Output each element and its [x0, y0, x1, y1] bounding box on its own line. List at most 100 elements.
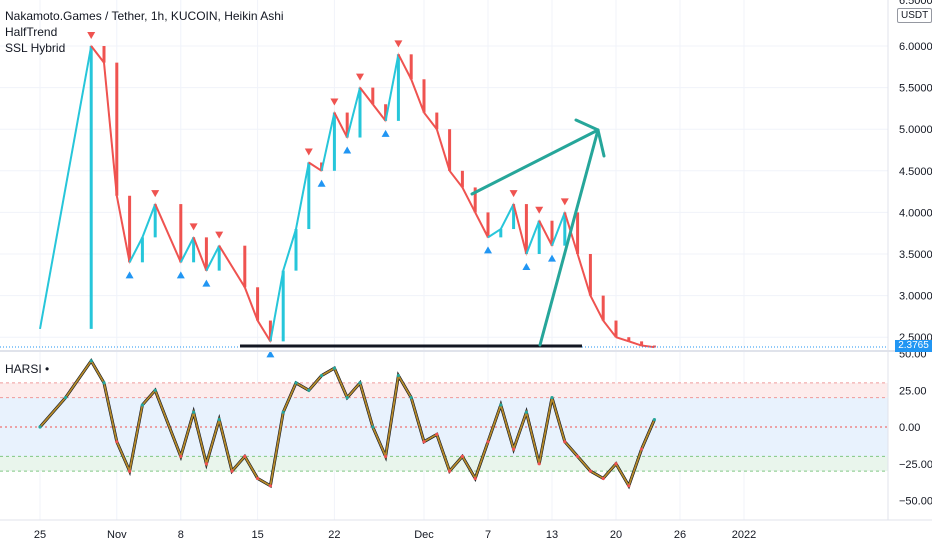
price-segment: [641, 344, 655, 349]
price-candle: [281, 270, 285, 342]
time-tick-label: 13: [546, 529, 558, 541]
buy-marker: [125, 271, 134, 279]
price-segment: [179, 236, 195, 263]
price-segment: [397, 53, 413, 80]
price-candle: [179, 204, 183, 263]
harsi-point: [268, 484, 272, 488]
price-segment: [154, 203, 182, 263]
time-tick-label: 20: [610, 529, 622, 541]
time-tick-label: 8: [178, 529, 184, 541]
harsi-point: [448, 469, 452, 473]
price-candle: [396, 54, 400, 121]
sell-marker: [560, 198, 569, 206]
harsi-point: [64, 396, 68, 400]
sell-marker: [304, 148, 313, 156]
price-line-shadow: [39, 44, 655, 348]
symbol-title[interactable]: Nakamoto.Games / Tether, 1h, KUCOIN, Hei…: [5, 9, 284, 23]
harsi-point: [89, 359, 93, 363]
price-candle: [243, 245, 247, 288]
harsi-point: [627, 484, 631, 488]
harsi-point: [601, 476, 605, 481]
halftrend-markers: [87, 32, 569, 358]
price-candle: [576, 212, 580, 254]
price-segment: [525, 220, 541, 255]
buy-marker: [176, 271, 185, 279]
price-segment: [487, 228, 502, 239]
projection-arrow-upper: [470, 128, 600, 196]
currency-badge[interactable]: USDT: [897, 8, 932, 23]
sell-marker: [394, 40, 403, 48]
price-segment: [474, 211, 489, 238]
sell-marker: [87, 32, 96, 39]
price-candle: [448, 129, 452, 171]
indicator-ssl-hybrid[interactable]: SSL Hybrid: [5, 41, 66, 55]
harsi-point: [38, 425, 42, 429]
harsi-point: [179, 454, 183, 458]
price-segment: [192, 237, 208, 271]
time-tick-label: 2022: [732, 529, 756, 541]
sell-marker: [189, 223, 198, 231]
price-candle: [294, 229, 298, 271]
price-candle: [102, 46, 106, 63]
harsi-point: [204, 462, 208, 466]
harsi-overbought-band: [0, 382, 888, 398]
price-segment: [461, 186, 477, 213]
price-segment: [90, 45, 105, 64]
price-tick-label: 4.5000: [899, 166, 932, 178]
harsi-point: [115, 440, 119, 444]
price-segment: [320, 112, 336, 172]
harsi-point: [460, 454, 464, 458]
harsi-oversold-band: [0, 456, 888, 472]
harsi-tick-label: −50.00: [899, 496, 932, 508]
buy-marker: [202, 279, 211, 287]
harsi-point: [473, 476, 477, 481]
price-segment: [282, 228, 297, 271]
indicator-halftrend[interactable]: HalfTrend: [5, 25, 58, 39]
sell-marker: [509, 190, 518, 198]
sell-marker: [151, 190, 160, 198]
price-candle: [307, 162, 311, 230]
harsi-point: [256, 476, 260, 481]
price-tick-label: 4.0000: [899, 207, 932, 219]
harsi-point: [217, 418, 221, 422]
harsi-point: [140, 403, 144, 407]
harsi-point: [320, 373, 324, 378]
price-segment: [308, 161, 323, 172]
last-price-badge: 2.3765: [895, 340, 932, 352]
harsi-legend[interactable]: HARSI •: [5, 362, 50, 376]
price-candle: [486, 212, 490, 238]
price-segment: [372, 103, 387, 122]
price-segment: [512, 203, 528, 255]
price-candle: [140, 237, 144, 263]
harsi-point: [499, 403, 503, 407]
price-segment: [256, 320, 272, 342]
harsi-tick-label: −25.00: [899, 459, 932, 471]
harsi-point: [384, 454, 388, 458]
price-segment: [103, 62, 118, 196]
price-candle: [204, 237, 208, 271]
price-candle: [601, 295, 605, 321]
harsi-point: [128, 469, 132, 473]
harsi-point: [102, 381, 106, 385]
price-segment: [346, 87, 361, 138]
buy-marker: [522, 263, 531, 270]
harsi-point: [550, 396, 554, 400]
price-candle: [460, 170, 464, 188]
price-tick-label: 3.5000: [899, 249, 932, 261]
price-tick-label: 6.5000: [899, 0, 932, 7]
buy-marker: [266, 350, 275, 358]
projection-arrow-head: [574, 118, 606, 158]
projection-arrow-main: [538, 128, 600, 347]
price-segment: [499, 203, 515, 230]
price-tick-label: 5.5000: [899, 83, 932, 95]
time-tick-label: Nov: [107, 529, 127, 541]
time-tick-label: 15: [251, 529, 263, 541]
user-drawings[interactable]: [240, 118, 606, 348]
price-candle: [384, 104, 388, 121]
price-segment: [384, 54, 400, 122]
price-segment: [39, 45, 93, 330]
buy-marker: [343, 146, 352, 154]
price-candle: [358, 87, 362, 138]
harsi-point: [358, 381, 362, 385]
